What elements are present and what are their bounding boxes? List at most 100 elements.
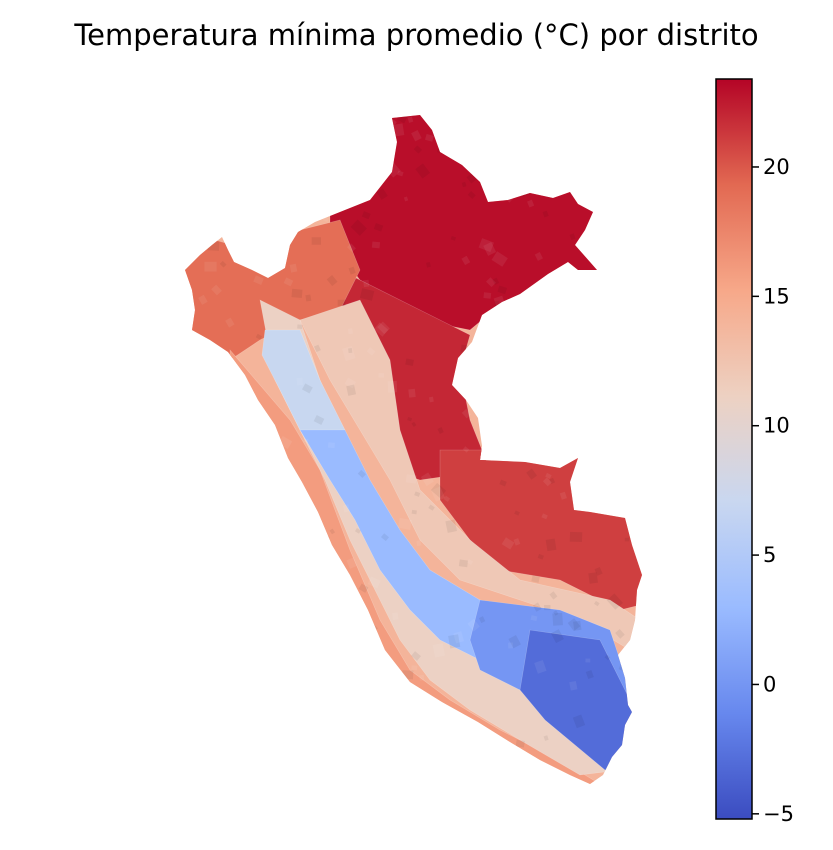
district-cell	[248, 605, 261, 616]
district-cell	[188, 354, 201, 367]
district-cell	[212, 614, 224, 625]
district-cell	[346, 557, 357, 569]
district-cell	[593, 600, 600, 607]
district-cell	[592, 430, 601, 438]
district-cell	[550, 784, 556, 790]
district-cell	[224, 206, 231, 215]
district-cell	[445, 519, 458, 533]
district-cell	[226, 142, 236, 153]
district-cell	[543, 735, 549, 741]
district-cell	[624, 537, 630, 542]
district-cell	[515, 739, 525, 748]
district-cell	[251, 221, 259, 228]
district-cell	[295, 674, 302, 680]
district-cell	[264, 115, 276, 120]
district-cell	[367, 576, 381, 589]
district-cell	[199, 134, 217, 151]
district-cell	[255, 707, 262, 714]
district-cell	[245, 246, 255, 256]
district-cell	[230, 422, 237, 428]
district-cell	[501, 537, 515, 550]
district-cell	[414, 726, 428, 740]
district-cell	[537, 553, 544, 560]
district-cell	[269, 680, 278, 690]
district-cell	[510, 414, 525, 427]
zone-altiplano	[519, 629, 641, 771]
district-cell	[591, 392, 602, 404]
district-cell	[405, 358, 414, 367]
district-cell	[585, 658, 591, 663]
district-cell	[348, 348, 353, 354]
district-cell	[313, 511, 319, 517]
district-cell	[556, 306, 563, 311]
district-cell	[492, 277, 500, 285]
district-cell	[354, 528, 361, 534]
district-cell	[453, 631, 465, 644]
district-cell	[260, 174, 273, 186]
district-cell	[437, 427, 444, 434]
district-cell	[225, 317, 235, 328]
district-cell	[490, 160, 496, 166]
district-cell	[327, 442, 335, 449]
district-cell	[588, 398, 593, 404]
district-cell	[200, 130, 216, 145]
district-cell	[401, 670, 414, 680]
district-cell	[461, 408, 472, 419]
district-cell	[317, 702, 328, 713]
district-cell	[424, 133, 434, 142]
district-cell	[337, 741, 344, 751]
district-cell	[550, 356, 561, 368]
district-cell	[483, 242, 497, 256]
district-cell	[482, 748, 489, 755]
district-cell	[533, 344, 546, 357]
district-cell	[518, 390, 529, 400]
district-cell	[196, 786, 201, 791]
district-cell	[207, 241, 220, 251]
district-cell	[297, 324, 303, 329]
district-cell	[307, 531, 314, 536]
district-cell	[491, 135, 506, 149]
district-cell	[458, 559, 469, 568]
district-cell	[553, 610, 559, 616]
district-cell	[226, 156, 234, 164]
district-cell	[281, 468, 289, 475]
district-cell	[508, 642, 513, 649]
district-cell	[624, 330, 636, 342]
colorbar-tick-label: 0	[763, 672, 776, 696]
district-cell	[530, 615, 538, 622]
district-cell	[294, 566, 302, 574]
district-cell	[361, 211, 371, 220]
district-cell	[622, 268, 636, 281]
district-cell	[231, 199, 243, 212]
district-cell	[241, 233, 253, 246]
district-cell	[313, 344, 321, 353]
district-cell	[281, 531, 289, 538]
district-cell	[604, 189, 617, 203]
district-cell	[640, 591, 642, 604]
district-cell	[532, 602, 542, 612]
district-cell	[624, 655, 633, 663]
district-cell	[289, 263, 298, 273]
district-cell	[405, 474, 417, 484]
district-cell	[211, 284, 222, 296]
district-cell	[431, 486, 446, 502]
district-cell	[332, 149, 345, 161]
district-cell	[276, 641, 283, 649]
district-cell	[626, 740, 641, 755]
district-cell	[235, 604, 249, 619]
district-cell	[467, 191, 476, 199]
district-cell	[492, 351, 504, 363]
district-cell	[344, 125, 361, 142]
district-cell	[258, 621, 266, 628]
district-cell	[264, 210, 272, 218]
district-cell	[361, 649, 368, 658]
district-cell	[283, 277, 294, 287]
district-cell	[512, 763, 525, 776]
district-cell	[629, 115, 640, 126]
district-cell	[516, 296, 533, 313]
district-cell	[491, 251, 508, 267]
district-cell	[420, 472, 434, 487]
colorbar: −5 0 5 10 15 20	[715, 78, 794, 826]
district-cell	[323, 756, 336, 767]
